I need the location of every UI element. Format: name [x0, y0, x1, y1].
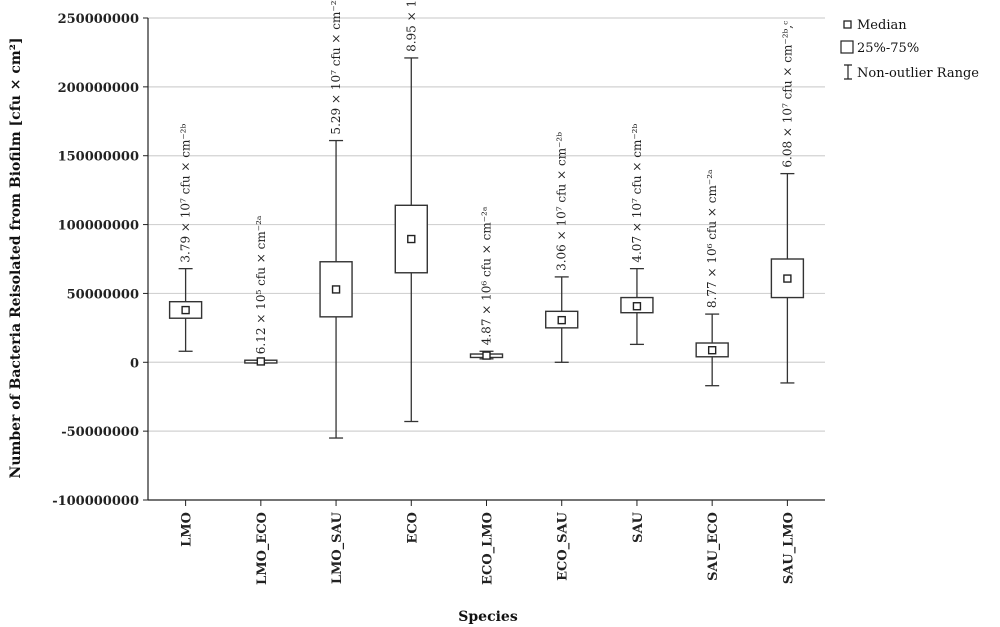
median-marker	[256, 357, 266, 366]
box-sau-lmo	[770, 172, 805, 384]
x-tick-label: ECO	[405, 512, 420, 544]
y-axis-title: Number of Bacteria Reisolated from Biofi…	[8, 38, 24, 479]
box-eco-sau	[545, 276, 579, 363]
y-tick-label: 50000000	[67, 287, 139, 302]
y-tick-label: 250000000	[58, 12, 139, 27]
x-tick-label: SAU_ECO	[706, 512, 721, 581]
legend-item-median: Median	[843, 18, 907, 33]
box-sau-eco	[695, 313, 729, 387]
value-annotation: 3.06 × 10⁷ cfu × cm⁻²ᵇ	[555, 132, 569, 271]
box-lmo	[168, 267, 203, 352]
value-annotation: 8.77 × 10⁶ cfu × cm⁻²ᵃ	[705, 169, 719, 308]
box-eco	[394, 57, 428, 423]
legend-label-range: Non-outlier Range	[857, 66, 979, 81]
x-axis-ticks: LMO LMO_ECO LMO_SAU ECO ECO_LMO ECO_SAU SAU SAU…	[180, 500, 796, 585]
median-marker	[707, 346, 717, 355]
median-marker-icon	[843, 20, 852, 29]
value-annotation: 3.79 × 10⁷ cfu × cm⁻²ᵇ	[179, 124, 193, 263]
y-tick-label: -50000000	[61, 425, 139, 440]
x-axis-title: Species	[458, 609, 518, 625]
y-tick-label: -100000000	[52, 494, 139, 509]
box-lmo-eco	[244, 357, 278, 366]
legend-item-iqr: 25%-75%	[840, 40, 919, 56]
y-tick-label: 150000000	[58, 150, 139, 165]
x-tick-label: ECO_SAU	[556, 511, 571, 581]
boxes	[168, 57, 805, 439]
y-tick-label: 100000000	[58, 219, 139, 234]
value-annotation: 6.08 × 10⁷ cfu × cm⁻²ᵇ,ᶜ	[780, 21, 794, 168]
value-annotation: 6.12 × 10⁵ cfu × cm⁻²ᵃ	[254, 215, 268, 354]
y-tick-label: 0	[130, 356, 139, 371]
whisker-icon	[844, 64, 852, 80]
legend: Median 25%-75% Non-outlier Range	[840, 18, 979, 81]
box-eco-lmo	[469, 350, 504, 360]
box-lmo-sau	[319, 139, 353, 439]
median-marker	[482, 351, 491, 360]
y-tick-label: 200000000	[58, 81, 139, 96]
median-marker	[783, 274, 792, 283]
median-marker	[181, 305, 190, 315]
x-tick-label: ECO_LMO	[481, 512, 496, 585]
legend-label-median: Median	[857, 18, 907, 33]
x-tick-label: LMO_SAU	[330, 511, 345, 584]
x-tick-label: SAU_LMO	[781, 512, 796, 584]
y-axis-ticks: 250000000 200000000 150000000 100000000 5000…	[52, 12, 148, 509]
value-annotation: 4.07 × 10⁷ cfu × cm⁻²ᵇ	[630, 124, 644, 263]
x-tick-label: LMO	[180, 512, 195, 547]
value-annotation: 8.95 × 10⁷ cfu × cm⁻²ᶜ	[404, 0, 418, 52]
box-sau	[620, 267, 654, 346]
legend-item-range: Non-outlier Range	[844, 64, 979, 81]
x-tick-label: SAU	[631, 511, 646, 542]
median-marker	[407, 234, 416, 244]
median-marker	[632, 302, 642, 311]
x-tick-label: LMO_ECO	[255, 512, 270, 585]
median-marker	[331, 285, 341, 294]
box-icon	[840, 40, 854, 54]
annotations: 3.79 × 10⁷ cfu × cm⁻²ᵇ 6.12 × 10⁵ cfu × c…	[179, 0, 795, 354]
value-annotation: 4.87 × 10⁶ cfu × cm⁻²ᵃ	[480, 206, 494, 345]
median-marker	[557, 315, 566, 325]
value-annotation: 5.29 × 10⁷ cfu × cm⁻²ᵇ,ᶜ	[329, 0, 343, 135]
legend-label-iqr: 25%-75%	[857, 41, 919, 56]
